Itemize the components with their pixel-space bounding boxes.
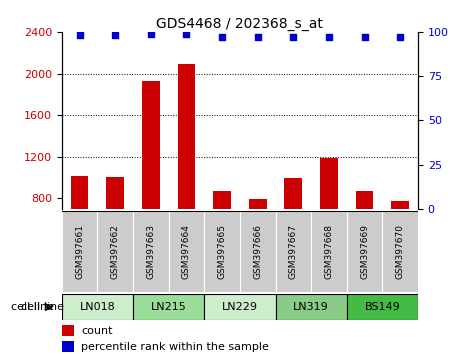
Bar xyxy=(347,211,382,292)
Point xyxy=(111,33,119,38)
Bar xyxy=(97,211,133,292)
Text: GSM397661: GSM397661 xyxy=(75,224,84,279)
Text: GSM397663: GSM397663 xyxy=(146,224,155,279)
Text: GSM397668: GSM397668 xyxy=(324,224,333,279)
Bar xyxy=(285,178,302,209)
Text: GSM397666: GSM397666 xyxy=(253,224,262,279)
Bar xyxy=(276,211,311,292)
Text: cell line: cell line xyxy=(10,302,57,312)
Bar xyxy=(133,294,204,320)
Text: LN018: LN018 xyxy=(79,302,115,312)
Text: GSM397667: GSM397667 xyxy=(289,224,298,279)
Text: GSM397669: GSM397669 xyxy=(360,224,369,279)
Point xyxy=(254,34,261,40)
Point xyxy=(361,34,369,40)
Bar xyxy=(142,81,160,209)
Text: BS149: BS149 xyxy=(364,302,400,312)
Text: LN215: LN215 xyxy=(151,302,187,312)
Bar xyxy=(391,200,409,209)
Bar xyxy=(62,211,97,292)
Bar xyxy=(178,64,195,209)
Bar xyxy=(62,325,74,336)
Text: LN229: LN229 xyxy=(222,302,258,312)
Text: cell line: cell line xyxy=(21,302,65,312)
Text: GSM397664: GSM397664 xyxy=(182,224,191,279)
Text: LN319: LN319 xyxy=(293,302,329,312)
Bar xyxy=(204,294,276,320)
Bar xyxy=(106,177,124,209)
Bar xyxy=(169,211,204,292)
Point xyxy=(289,34,297,40)
Point xyxy=(218,34,226,40)
Bar xyxy=(249,200,266,209)
Bar xyxy=(347,294,418,320)
Text: GSM397665: GSM397665 xyxy=(218,224,227,279)
Bar xyxy=(62,341,74,352)
Point xyxy=(76,33,84,38)
Bar xyxy=(213,191,231,209)
Point xyxy=(147,31,155,36)
Bar xyxy=(276,294,347,320)
Bar xyxy=(320,158,338,209)
Text: percentile rank within the sample: percentile rank within the sample xyxy=(81,342,269,352)
Title: GDS4468 / 202368_s_at: GDS4468 / 202368_s_at xyxy=(156,17,323,31)
Bar xyxy=(133,211,169,292)
Point xyxy=(396,34,404,40)
Bar xyxy=(62,294,133,320)
Bar xyxy=(311,211,347,292)
Text: count: count xyxy=(81,326,113,336)
Bar xyxy=(204,211,240,292)
Point xyxy=(325,34,332,40)
Bar xyxy=(240,211,276,292)
Text: GSM397662: GSM397662 xyxy=(111,224,120,279)
Text: GSM397670: GSM397670 xyxy=(396,224,405,279)
Bar xyxy=(356,191,373,209)
Point xyxy=(182,31,190,36)
Bar xyxy=(382,211,418,292)
Bar xyxy=(71,176,88,209)
